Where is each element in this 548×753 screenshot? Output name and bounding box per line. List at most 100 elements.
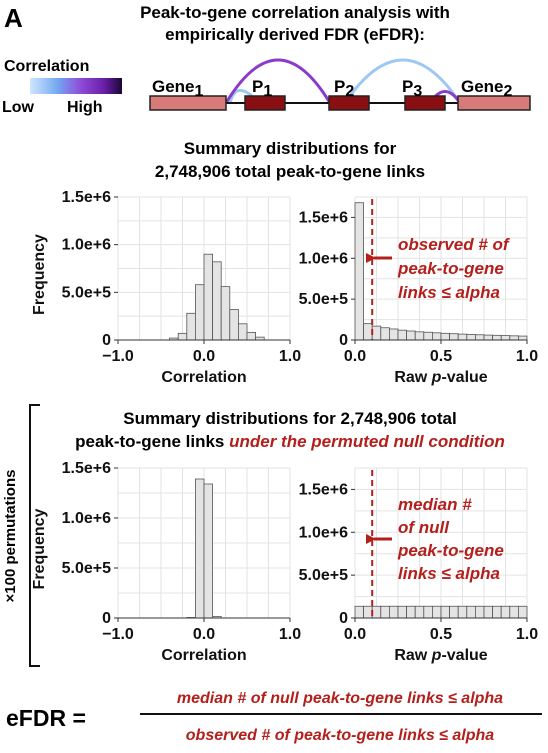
- y-axis-label: Frequency: [31, 508, 48, 589]
- x-tick-label: 0.0: [193, 626, 215, 643]
- permutation-bracket: [29, 404, 40, 667]
- x-tick-label: 0.0: [193, 348, 215, 365]
- x-tick-label: 1.0: [516, 626, 538, 643]
- peak3-label: P3: [402, 77, 422, 100]
- peak3-box: [404, 95, 446, 111]
- histogram-bar: [440, 605, 451, 619]
- histogram-bar: [203, 253, 214, 341]
- histogram-bar: [388, 328, 399, 341]
- x-axis-label: Correlation: [161, 369, 246, 386]
- x-axis-label: Correlation: [161, 647, 246, 664]
- histogram-bar: [483, 605, 494, 619]
- header-title-line2: empirically derived FDR (eFDR):: [165, 25, 425, 44]
- histogram-bar: [500, 605, 511, 619]
- histogram-bar: [414, 331, 425, 341]
- x-tick-label: 0.5: [430, 348, 452, 365]
- histogram-bar: [414, 605, 425, 619]
- gene1-label: Gene1: [152, 77, 204, 100]
- histogram-bar: [483, 334, 494, 341]
- null-annotation: median # of null peak-to-gene links ≤ al…: [366, 495, 504, 583]
- histogram-bar: [177, 332, 188, 341]
- observed-title-line2: 2,748,906 total peak-to-gene links: [155, 162, 425, 181]
- histogram-bar: [229, 309, 239, 341]
- histogram-bar: [237, 323, 248, 341]
- x-tick-label: 1.0: [279, 348, 301, 365]
- gene1-box: [149, 95, 227, 111]
- legend-title: Correlation: [4, 58, 89, 75]
- null-annotation-line4: links ≤ alpha: [398, 564, 500, 583]
- peak2-box: [328, 95, 370, 111]
- formula-lhs: eFDR =: [6, 705, 86, 731]
- histogram-bar: [406, 330, 416, 341]
- histogram-bar: [518, 335, 528, 341]
- observed-annotation-line3: links ≤ alpha: [398, 283, 500, 302]
- histogram-bar: [431, 332, 442, 341]
- header-title-line1: Peak-to-gene correlation analysis with: [140, 3, 450, 22]
- histogram-bar: [186, 312, 196, 341]
- efdr-formula: eFDR = median # of null peak-to-gene lin…: [6, 690, 542, 744]
- x-axis-label: Raw p-value: [394, 647, 487, 664]
- observed-annotation-line1: observed # of: [398, 235, 511, 254]
- null-title-line2: peak-to-gene links under the permuted nu…: [75, 432, 505, 451]
- histogram-bar: [203, 483, 214, 619]
- y-tick-label: 0: [102, 332, 111, 349]
- observed-annotation-line2: peak-to-gene: [397, 259, 504, 278]
- link-arc-gene1-p2: [224, 58, 332, 104]
- histogram-bar: [354, 202, 365, 341]
- x-tick-label: 0.0: [344, 348, 366, 365]
- formula-numerator: median # of null peak-to-gene links ≤ al…: [177, 690, 503, 707]
- permutations-label: ×100 permutations: [2, 470, 19, 603]
- y-tick-label: 1.0e+6: [62, 510, 111, 527]
- histogram-bar: [449, 333, 459, 341]
- peak1-label: P1: [252, 77, 272, 100]
- histogram-bar: [509, 335, 519, 341]
- histogram-bar: [194, 478, 205, 619]
- histogram-bar: [500, 335, 511, 341]
- null-correlation-histogram: 0 5.0e+5 1.0e+6 1.5e+6 −1.0 0.0 1.0 Correlation…: [31, 460, 301, 664]
- histogram-bar: [212, 261, 222, 341]
- histogram-bar: [518, 605, 528, 619]
- histogram-bar: [397, 329, 408, 341]
- observed-pvalue-histogram: 0 5.0e+5 1.0e+6 1.5e+6 0.0 0.5 1.0 Raw p-value: [299, 196, 538, 386]
- legend-color-bar: [30, 78, 122, 94]
- histogram-bar: [474, 605, 485, 619]
- y-tick-label: 0: [339, 332, 348, 349]
- histogram-bar: [397, 605, 408, 619]
- histogram-bar: [423, 605, 433, 619]
- y-tick-label: 1.5e+6: [299, 209, 348, 226]
- histogram-bar: [194, 284, 205, 341]
- x-tick-label: −1.0: [102, 348, 134, 365]
- histogram-bar: [363, 605, 373, 619]
- null-pvalue-histogram: 0 5.0e+5 1.0e+6 1.5e+6 0.0 0.5 1.0 Raw p-value: [299, 467, 538, 664]
- histogram-bar: [388, 605, 399, 619]
- legend-low-label: Low: [2, 99, 35, 116]
- histogram-bar: [431, 605, 442, 619]
- histogram-bar: [380, 327, 390, 341]
- y-tick-label: 5.0e+5: [299, 567, 348, 584]
- y-tick-label: 1.5e+6: [299, 481, 348, 498]
- y-tick-label: 5.0e+5: [62, 284, 111, 301]
- gene2-box: [457, 95, 531, 111]
- histogram-bar: [363, 323, 373, 341]
- y-tick-label: 1.0e+6: [62, 237, 111, 254]
- histogram-bar: [371, 605, 382, 619]
- histogram-bar: [466, 605, 476, 619]
- legend-high-label: High: [67, 99, 103, 116]
- y-tick-label: 1.5e+6: [62, 460, 111, 477]
- x-tick-label: 1.0: [516, 348, 538, 365]
- correlation-legend: Correlation Low High: [2, 58, 122, 116]
- y-tick-label: 5.0e+5: [62, 560, 111, 577]
- y-axis-label: Frequency: [31, 234, 48, 315]
- y-tick-label: 5.0e+5: [299, 291, 348, 308]
- histogram-bar: [246, 331, 256, 341]
- histogram-bar: [457, 605, 468, 619]
- null-annotation-line1: median #: [398, 495, 472, 514]
- histogram-bar: [509, 605, 519, 619]
- x-tick-label: 0.0: [344, 626, 366, 643]
- peak1-box: [244, 95, 286, 111]
- histogram-bar: [492, 334, 502, 341]
- link-arc-p2-gene2: [343, 58, 462, 104]
- panel-label: A: [4, 3, 23, 33]
- histogram-bar: [380, 605, 390, 619]
- histogram-bar: [466, 334, 476, 341]
